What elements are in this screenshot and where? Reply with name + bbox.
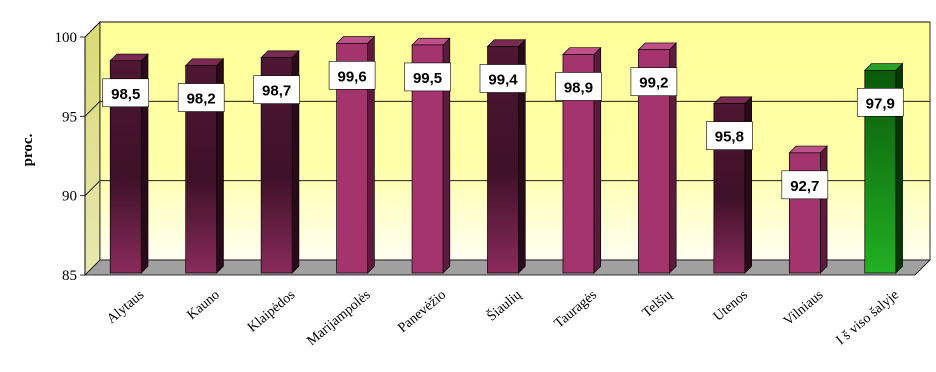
bar-side <box>819 145 828 274</box>
x-tick-label: Telšių <box>640 288 676 321</box>
y-axis-label: proc. <box>20 133 36 166</box>
y-tick-label: 100 <box>55 30 78 46</box>
x-tick-label: Kauno <box>185 288 223 323</box>
x-tick-label: Utenos <box>711 288 751 325</box>
data-label: 99,6 <box>337 68 366 85</box>
bar: 95,8 <box>706 96 753 274</box>
data-label: 98,2 <box>187 91 216 108</box>
bar: 98,5 <box>102 53 150 274</box>
y-tick-label: 85 <box>62 268 77 284</box>
data-label: 97,9 <box>866 95 895 112</box>
bar: 98,2 <box>177 57 225 274</box>
y-tick-label: 90 <box>62 189 77 205</box>
chart-left-wall <box>84 21 101 276</box>
gridline <box>84 21 930 38</box>
data-label: 99,4 <box>488 72 518 89</box>
x-tick-label: Vilniaus <box>781 288 826 329</box>
bar: 97,9 <box>856 62 904 274</box>
data-label: 98,9 <box>564 79 593 96</box>
bar: 98,7 <box>253 50 300 274</box>
bar: 98,9 <box>555 46 602 274</box>
bars: 98,5 98,2 98,7 99,6 99,5 99,4 98,9 99,2 95,8 92,7… <box>102 35 904 274</box>
data-label-box <box>102 78 150 108</box>
bar-top <box>486 39 527 47</box>
data-label: 95,8 <box>715 129 744 146</box>
data-label-box <box>856 88 904 117</box>
x-axis: Alytaus Kauno Klaipėdos Marijampolės Panevėž… <box>104 286 902 349</box>
data-label: 92,7 <box>790 178 819 195</box>
bar-top <box>713 96 753 104</box>
data-label: 99,2 <box>639 75 668 92</box>
bar-top <box>562 47 602 55</box>
y-tick-label: 95 <box>62 109 77 125</box>
data-label-box <box>706 121 753 150</box>
data-label-box <box>177 83 225 112</box>
bar-top <box>109 53 149 62</box>
data-label-box <box>630 67 678 96</box>
data-label-box <box>479 64 527 93</box>
bar: 92,7 <box>781 145 829 274</box>
bar-top <box>863 63 904 71</box>
data-label-box <box>781 170 829 200</box>
data-label: 98,5 <box>111 86 140 103</box>
data-label-box <box>404 62 451 92</box>
x-tick-label: Alytaus <box>104 288 147 327</box>
bar-top <box>260 50 300 58</box>
x-tick-label: Panevėžio <box>395 288 449 336</box>
bar-top <box>184 58 225 66</box>
bar-top <box>637 42 678 51</box>
bar-top <box>788 145 828 154</box>
bar: 99,6 <box>328 35 376 274</box>
bar: 99,2 <box>630 42 678 274</box>
bar-top <box>411 37 451 46</box>
bar: 99,4 <box>479 38 527 274</box>
data-label-box <box>555 72 602 101</box>
bar: 99,5 <box>404 37 451 274</box>
x-tick-label: Šiaulių <box>483 286 524 325</box>
data-label: 99,5 <box>413 70 442 87</box>
x-tick-label: Klaipėdos <box>245 288 298 336</box>
x-tick-label: I š viso šalyje <box>834 288 902 349</box>
plot-area: 85 90 95 100 98,5 98,2 98,7 99,6 99,5 99,4 98,9 99… <box>55 21 931 349</box>
x-tick-label: Marijampolės <box>304 288 373 349</box>
bar-top <box>335 36 376 44</box>
x-tick-label: Tauragės <box>552 288 600 332</box>
data-label-box <box>328 61 376 90</box>
data-label: 98,7 <box>262 83 291 100</box>
y-axis: 85 90 95 100 <box>55 30 86 284</box>
data-label-box <box>253 75 300 104</box>
